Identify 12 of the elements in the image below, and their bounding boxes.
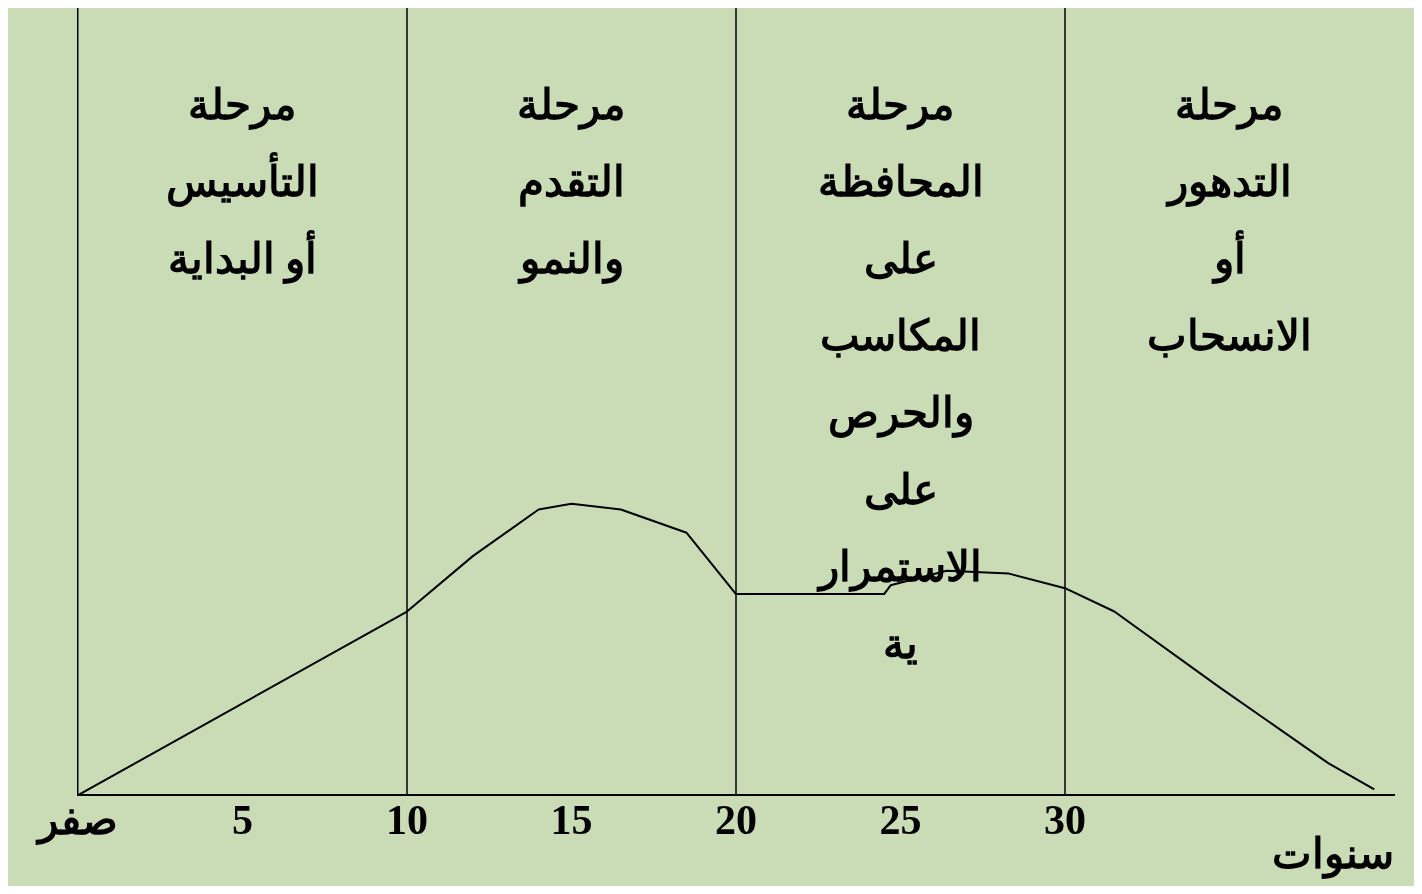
text: مرحلة التأسيس أو البداية — [166, 81, 319, 284]
x-tick-label: 30 — [1044, 797, 1086, 844]
x-tick-label: 20 — [715, 797, 757, 844]
text: مرحلة التقدم والنمو — [516, 81, 626, 284]
x-tick-label: 10 — [386, 797, 428, 844]
x-tick-label: 5 — [232, 797, 253, 844]
x-tick-label: 25 — [879, 797, 922, 844]
x-tick-label: 15 — [550, 797, 593, 844]
text: مرحلة التدهور أو الانسحاب — [1147, 81, 1312, 359]
x-tick-label: صفر — [35, 797, 118, 846]
x-axis-title: سنوات — [1272, 830, 1394, 879]
annotation: مرحلة المحافظة على المكاسب والحرص على الاستمرار ية — [816, 81, 984, 667]
